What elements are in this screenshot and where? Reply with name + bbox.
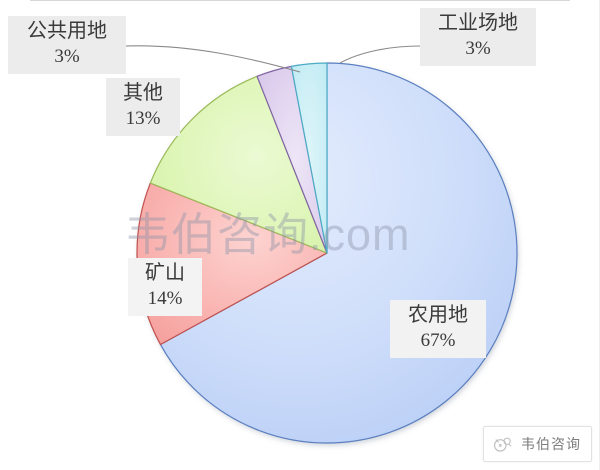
pie-label-public-land-name: 公共用地 (27, 20, 107, 42)
pie-label-industrial-site: 工业场地 3% (420, 8, 536, 66)
pie-label-public-land: 公共用地 3% (8, 16, 126, 74)
plot-frame-top (30, 0, 570, 1)
pie-label-other-value: 13% (125, 108, 161, 129)
pie-label-industrial-site-value: 3% (465, 38, 491, 59)
pie-slice-其他 (149, 75, 328, 254)
pie-label-public-land-value: 3% (54, 46, 80, 67)
pie-label-agricultural-land: 农用地 67% (390, 300, 486, 358)
pie-label-mine-value: 14% (147, 288, 183, 309)
pie-label-agricultural-land-name: 农用地 (408, 304, 468, 326)
pie-label-mine: 矿山 14% (128, 258, 202, 316)
weibo-consulting-logo-icon (493, 437, 512, 452)
watermark-badge: 韦伯咨询 (483, 426, 592, 462)
pie-slices (136, 62, 518, 444)
watermark-badge-text: 韦伯咨询 (521, 436, 581, 452)
pie-label-industrial-site-name: 工业场地 (438, 12, 518, 34)
pie-label-other: 其他 13% (106, 78, 180, 136)
pie-label-mine-name: 矿山 (145, 262, 185, 284)
pie-label-other-name: 其他 (123, 82, 163, 104)
pie-label-agricultural-land-value: 67% (420, 330, 456, 351)
